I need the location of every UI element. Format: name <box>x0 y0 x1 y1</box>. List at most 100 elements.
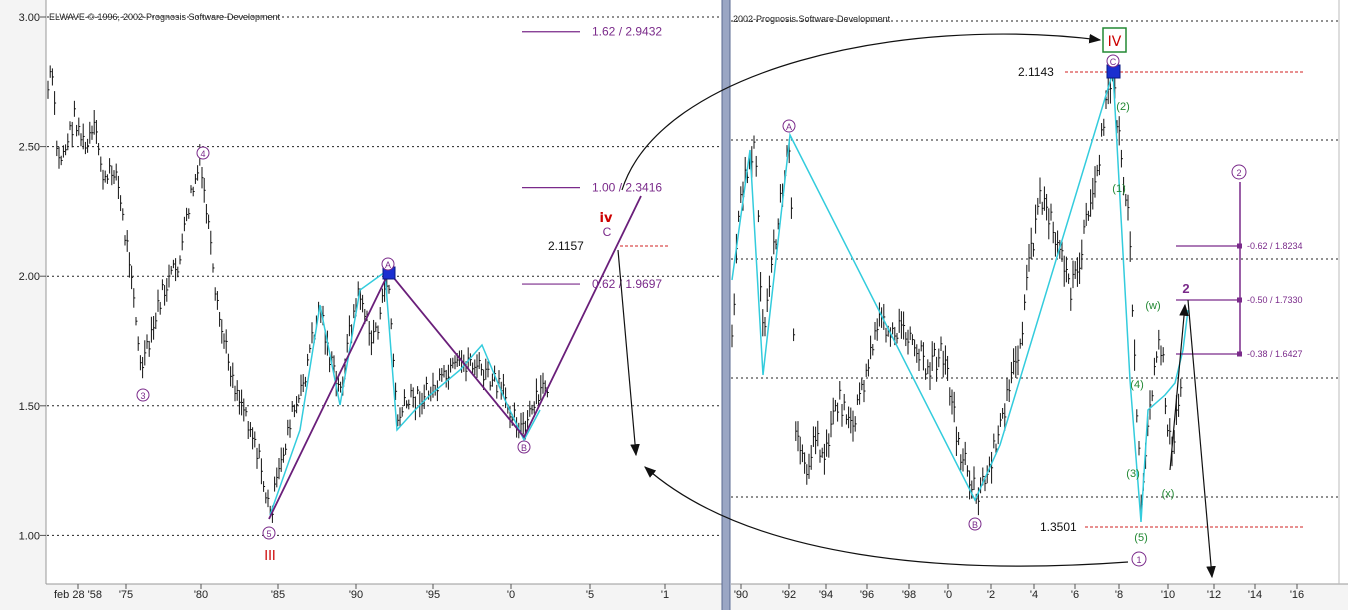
left-fib-levels: 1.62 / 2.9432 1.00 / 2.3416 0.62 / 1.9697 <box>522 25 662 291</box>
left-x-tick-label: '95 <box>426 589 440 601</box>
left-wave-iv: iv <box>600 211 613 226</box>
left-x-tick-label: '75 <box>119 589 133 601</box>
right-wave-c: C <box>1110 57 1117 67</box>
right-wave-a-circle <box>782 119 796 133</box>
right-wave-a: A <box>786 122 792 132</box>
right-x-tick-label: '96 <box>860 589 874 601</box>
left-y-tick-label: 1.50 <box>19 401 40 413</box>
right-x-tick-label: '4 <box>1030 589 1038 601</box>
left-wave-4: 4 <box>200 149 205 159</box>
left-x-tick-label: '85 <box>271 589 285 601</box>
right-wave-3-green: (3) <box>1126 468 1139 480</box>
left-wave-5: 5 <box>266 529 271 539</box>
left-y-ticks: 3.00 2.50 2.00 1.50 1.00 <box>19 12 46 542</box>
right-circle-1-label: 1 <box>1136 555 1141 565</box>
right-chart: '90 '92 '94 '96 '98 '0 '2 '4 '6 '8 '10 '12 '14 '16 20… <box>731 0 1348 610</box>
right-wave-c-circle <box>1106 54 1120 68</box>
right-fib-label: -0.62 / 1.8234 <box>1247 241 1303 251</box>
left-fib-label: 1.62 / 2.9432 <box>592 25 662 39</box>
left-x-tick-label: '1 <box>661 589 669 601</box>
left-price-bars <box>47 65 549 523</box>
left-x-ticks: feb 28 '58 '75 '80 '85 '90 '95 '0 '5 '1 <box>54 584 669 601</box>
right-x-ticks: '90 '92 '94 '96 '98 '0 '2 '4 '6 '8 '10 '12 '14 '16 <box>734 584 1304 601</box>
left-y-tick-label: 1.00 <box>19 530 40 542</box>
right-wave-2-green: (2) <box>1116 101 1129 113</box>
left-x-tick-label: '5 <box>586 589 594 601</box>
right-fib-label: -0.38 / 1.6427 <box>1247 349 1303 359</box>
left-y-axis-bg <box>0 0 46 584</box>
left-wave-b-circle <box>517 440 531 454</box>
right-wave-labels: IV A B C (2) (1) (4) (3) (5) (w) (x) 1 2… <box>782 27 1247 567</box>
right-fib-marker <box>1237 243 1242 249</box>
right-fib-marker <box>1237 297 1242 303</box>
right-high-label: 2.1143 <box>1018 65 1054 79</box>
right-fib-label: -0.50 / 1.7330 <box>1247 295 1303 305</box>
arrow-down-right <box>1187 299 1216 579</box>
right-price-bars <box>731 69 1183 516</box>
left-x-tick-label: feb 28 '58 <box>54 589 102 601</box>
left-x-axis-bg <box>0 584 722 610</box>
left-target-label: 2.1157 <box>548 239 584 253</box>
right-wave-2-bold: 2 <box>1182 281 1189 296</box>
right-x-tick-label: '6 <box>1071 589 1079 601</box>
right-x-tick-label: '12 <box>1207 589 1221 601</box>
right-wave-b-circle <box>968 517 982 531</box>
left-x-tick-label: '80 <box>194 589 208 601</box>
left-wave-c: C <box>603 225 612 239</box>
annotation-arrows <box>617 33 1216 579</box>
right-fib-marker <box>1237 351 1242 357</box>
right-x-tick-label: '8 <box>1115 589 1123 601</box>
right-wave-b: B <box>972 520 978 530</box>
right-wave-w-green: (w) <box>1145 300 1160 312</box>
left-purple-projection <box>268 195 642 520</box>
right-low-label: 1.3501 <box>1040 520 1077 534</box>
arrow-down-left <box>617 249 640 457</box>
right-wave-4-green: (4) <box>1130 379 1143 391</box>
left-wave-3: 3 <box>140 391 145 401</box>
right-wave-5-green: (5) <box>1134 532 1147 544</box>
right-x-tick-label: '14 <box>1248 589 1262 601</box>
right-circle-1 <box>1131 551 1147 567</box>
arrow-to-wave-iv <box>621 33 1102 191</box>
left-wave-4-circle <box>196 146 210 160</box>
right-wave-1-green: (1) <box>1112 183 1125 195</box>
panel-divider <box>722 0 730 610</box>
right-cyan-zigzag <box>731 71 1189 523</box>
left-copyright: ELWAVE-©-1996,-2002-Prognosis Software-D… <box>49 12 281 22</box>
left-wave-labels: 3 4 5 A B III iv C <box>136 146 613 564</box>
right-x-tick-label: '90 <box>734 589 748 601</box>
right-wave-x-green: (x) <box>1162 488 1175 500</box>
left-chart: 3.00 2.50 2.00 1.50 1.00 feb 28 '58 '75 '80 '85… <box>0 0 722 610</box>
right-copyright: 2002-Prognosis Software-Development <box>733 14 891 24</box>
right-x-tick-label: '94 <box>819 589 833 601</box>
left-x-tick-label: '90 <box>349 589 363 601</box>
left-cyan-zigzag <box>269 270 541 516</box>
left-y-tick-label: 2.50 <box>19 142 40 154</box>
left-x-tick-label: '0 <box>507 589 515 601</box>
right-x-tick-label: '98 <box>902 589 916 601</box>
right-x-tick-label: '10 <box>1161 589 1175 601</box>
right-x-tick-label: '2 <box>987 589 995 601</box>
right-circle-2-label: 2 <box>1236 168 1241 178</box>
arrow-to-left-projection <box>644 466 1129 567</box>
left-wave-3-circle <box>136 388 150 402</box>
left-y-tick-label: 2.00 <box>19 271 40 283</box>
left-fib-label: 0.62 / 1.9697 <box>592 277 662 291</box>
right-wave-iv-box <box>1102 27 1127 53</box>
left-wave-iii: III <box>264 549 276 564</box>
right-wave-iv: IV <box>1108 34 1122 50</box>
left-y-tick-label: 3.00 <box>19 12 40 24</box>
left-wave-a-circle <box>381 257 395 271</box>
arrow-up-right <box>1169 303 1189 471</box>
left-wave-a: A <box>385 260 391 270</box>
right-fib-levels: -0.62 / 1.8234 -0.50 / 1.7330 -0.38 / 1.64… <box>1176 241 1303 359</box>
right-x-tick-label: '16 <box>1290 589 1304 601</box>
left-wave-b: B <box>521 443 527 453</box>
left-wave-5-circle <box>262 526 276 540</box>
right-x-axis-bg <box>731 584 1348 610</box>
left-fib-label: 1.00 / 2.3416 <box>592 181 662 195</box>
right-circle-2 <box>1231 164 1247 180</box>
right-x-tick-label: '0 <box>944 589 952 601</box>
right-x-tick-label: '92 <box>782 589 796 601</box>
